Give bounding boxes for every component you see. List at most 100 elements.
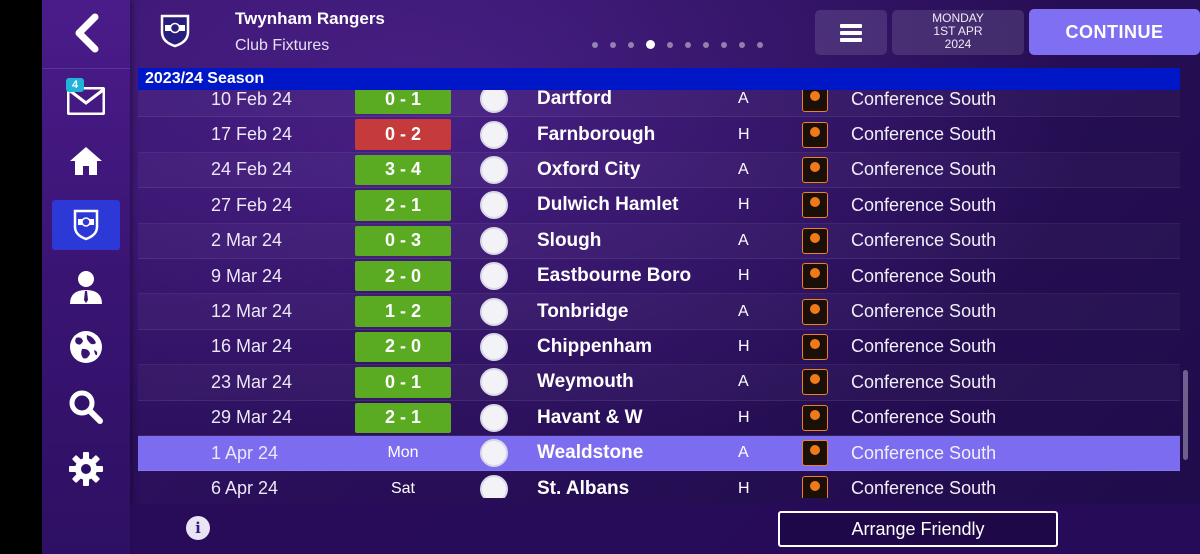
fixture-row[interactable]: 2 Mar 24 0 - 3 Slough A Conference South [138, 224, 1180, 259]
sidebar-item-club[interactable] [52, 200, 120, 250]
competition-name[interactable]: Conference South [851, 265, 997, 286]
fixture-score[interactable]: 2 - 1 [355, 190, 451, 221]
opponent-name[interactable]: St. Albans [537, 477, 630, 498]
search-icon [69, 390, 103, 424]
home-icon [70, 147, 102, 175]
page-dot[interactable] [592, 41, 598, 48]
current-date[interactable]: MONDAY 1ST APR 2024 [892, 10, 1024, 55]
arrange-friendly-button[interactable]: Arrange Friendly [778, 511, 1058, 547]
competition-name[interactable]: Conference South [851, 124, 997, 145]
fixture-score[interactable]: 1 - 2 [355, 296, 451, 327]
fixture-date: 29 Mar 24 [211, 407, 293, 428]
fixture-score[interactable]: 0 - 3 [355, 225, 451, 256]
opponent-name[interactable]: Farnborough [537, 123, 656, 145]
scrollbar[interactable] [1183, 370, 1188, 460]
fixture-venue: A [738, 444, 749, 462]
opponent-name[interactable]: Eastbourne Boro [537, 265, 692, 287]
opponent-name[interactable]: Weymouth [537, 371, 634, 393]
sidebar-item-settings[interactable] [52, 444, 120, 494]
fixture-row[interactable]: 6 Apr 24 Sat St. Albans H Conference South [138, 471, 1180, 498]
page-dot[interactable] [703, 41, 709, 48]
fixture-row[interactable]: 27 Feb 24 2 - 1 Dulwich Hamlet H Conference … [138, 188, 1180, 224]
page-dot[interactable] [685, 41, 691, 48]
fixture-row[interactable]: 16 Mar 24 2 - 0 Chippenham H Conference Sout… [138, 330, 1180, 366]
competition-name[interactable]: Conference South [851, 230, 997, 251]
fixture-score[interactable]: 2 - 0 [355, 261, 451, 292]
fixture-row[interactable]: 12 Mar 24 1 - 2 Tonbridge A Conference South [138, 294, 1180, 330]
page-dot[interactable] [721, 41, 727, 48]
competition-name[interactable]: Conference South [851, 478, 997, 498]
competition-name[interactable]: Conference South [851, 301, 997, 322]
fixture-score[interactable]: 0 - 1 [355, 367, 451, 398]
club-crest-icon[interactable] [160, 14, 190, 48]
fixture-score[interactable]: 2 - 1 [355, 402, 451, 433]
opponent-name[interactable]: Dulwich Hamlet [537, 194, 679, 216]
sidebar-item-search[interactable] [52, 382, 120, 432]
fixture-score[interactable]: 0 - 1 [355, 90, 451, 115]
fixture-venue: H [738, 337, 750, 355]
opponent-name[interactable]: Dartford [537, 90, 612, 110]
continue-button[interactable]: CONTINUE [1029, 9, 1200, 55]
competition-name[interactable]: Conference South [851, 407, 997, 428]
sidebar-item-inbox[interactable]: 4 [52, 76, 120, 126]
opponent-name[interactable]: Chippenham [537, 335, 653, 357]
page-dot[interactable] [628, 41, 634, 48]
menu-button[interactable] [815, 10, 887, 55]
fixture-row[interactable]: 23 Mar 24 0 - 1 Weymouth A Conference South [138, 365, 1180, 401]
competition-name[interactable]: Conference South [851, 371, 997, 392]
date-year: 2024 [944, 37, 972, 51]
competition-name[interactable]: Conference South [851, 442, 997, 463]
team-crest-icon [479, 259, 509, 293]
fixture-row[interactable]: 10 Feb 24 0 - 1 Dartford A Conference South [138, 90, 1180, 118]
screen-edge [0, 0, 42, 554]
opponent-name[interactable]: Slough [537, 229, 602, 251]
fixture-row[interactable]: 24 Feb 24 3 - 4 Oxford City A Conference Sou… [138, 153, 1180, 189]
page-dot[interactable] [610, 41, 616, 48]
team-crest-icon [479, 436, 509, 470]
fixture-venue: H [738, 196, 750, 214]
season-header: 2023/24 Season [138, 68, 1180, 90]
fixture-score[interactable]: 0 - 2 [355, 119, 451, 150]
fixture-venue: A [738, 160, 749, 178]
fixture-score[interactable]: 3 - 4 [355, 154, 451, 186]
page-indicator[interactable] [592, 40, 763, 49]
competition-name[interactable]: Conference South [851, 194, 997, 215]
fixture-row[interactable]: 29 Mar 24 2 - 1 Havant & W H Conference Sout… [138, 401, 1180, 436]
fixture-date: 9 Mar 24 [211, 265, 283, 286]
sidebar-item-manager[interactable] [52, 262, 120, 312]
opponent-name[interactable]: Havant & W [537, 406, 643, 428]
page-dot[interactable] [667, 41, 673, 48]
opponent-name[interactable]: Wealdstone [537, 442, 644, 464]
fixture-row[interactable]: 17 Feb 24 0 - 2 Farnborough H Conference Sou… [138, 117, 1180, 153]
competition-name[interactable]: Conference South [851, 336, 997, 357]
club-name[interactable]: Twynham Rangers [235, 9, 385, 28]
inbox-badge: 4 [66, 78, 84, 92]
opponent-name[interactable]: Tonbridge [537, 300, 629, 322]
sidebar-item-home[interactable] [52, 136, 120, 186]
fixture-score[interactable]: Sat [390, 479, 415, 497]
sidebar-item-world[interactable] [52, 322, 120, 372]
page-dot[interactable] [646, 40, 655, 49]
competition-name[interactable]: Conference South [851, 159, 997, 180]
info-icon[interactable]: i [186, 516, 210, 540]
page-dot[interactable] [739, 41, 745, 48]
page-dot[interactable] [757, 41, 763, 48]
competition-name[interactable]: Conference South [851, 90, 997, 109]
opponent-name[interactable]: Oxford City [537, 158, 641, 180]
fixture-date: 10 Feb 24 [211, 90, 293, 109]
fixtures-table[interactable]: 10 Feb 24 0 - 1 Dartford A Conference South 1… [138, 90, 1180, 498]
club-crest-icon [73, 209, 99, 241]
fixture-row[interactable]: 9 Mar 24 2 - 0 Eastbourne Boro H Conference … [138, 259, 1180, 295]
fixture-date: 27 Feb 24 [211, 194, 293, 215]
competition-logo-icon [800, 259, 830, 293]
competition-logo-icon [800, 401, 830, 435]
fixture-score[interactable]: 2 - 0 [355, 331, 451, 363]
team-crest-icon [479, 224, 509, 258]
back-button[interactable] [52, 8, 120, 58]
team-crest-icon [479, 471, 509, 498]
date-day: 1ST APR [933, 24, 983, 38]
page-title: Club Fixtures [235, 37, 330, 54]
fixture-row[interactable]: 1 Apr 24 Mon Wealdstone A Conference South [138, 436, 1180, 472]
fixture-score[interactable]: Mon [387, 444, 419, 462]
team-crest-icon [479, 330, 509, 364]
